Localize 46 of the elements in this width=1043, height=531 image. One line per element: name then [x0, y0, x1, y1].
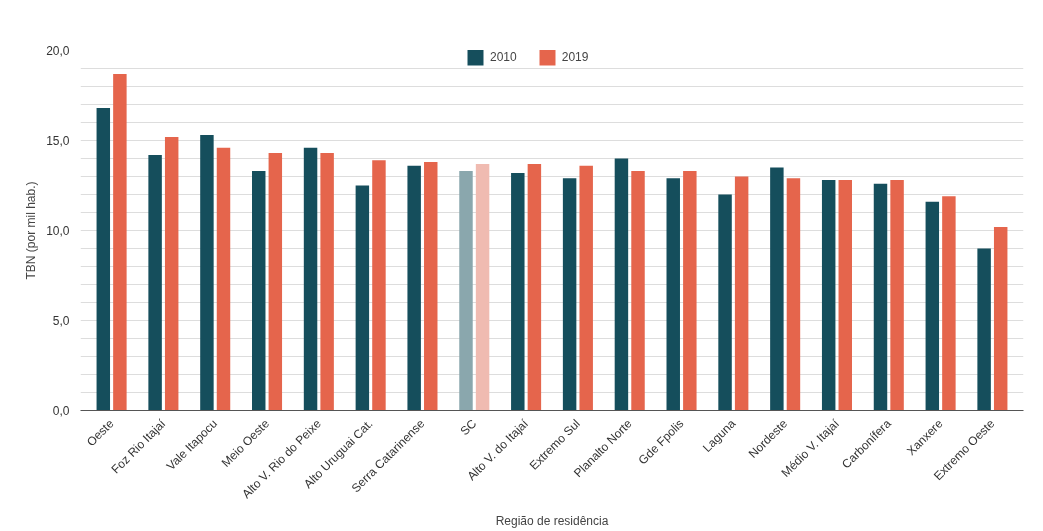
- bar: [873, 183, 888, 411]
- bar: [890, 180, 904, 411]
- bar: [216, 147, 231, 411]
- legend-label: 2019: [561, 50, 589, 64]
- bar: [268, 153, 283, 411]
- bar: [148, 154, 162, 411]
- bar: [925, 201, 940, 411]
- bar: [252, 171, 266, 411]
- bar: [666, 178, 680, 411]
- bar: [475, 163, 490, 411]
- y-tick-label: 10,0: [46, 224, 70, 238]
- y-axis-title: TBN (por mil hab.): [24, 181, 39, 280]
- bar: [579, 165, 593, 411]
- bar: [527, 163, 542, 411]
- bar: [734, 176, 749, 411]
- y-tick-label: 0,0: [52, 404, 70, 418]
- bar: [355, 185, 370, 411]
- bar: [993, 226, 1008, 411]
- x-axis-title: Região de residência: [495, 514, 609, 529]
- bar: [631, 171, 645, 411]
- bar: [614, 158, 629, 411]
- y-tick-label: 5,0: [52, 314, 70, 328]
- y-tick-label: 15,0: [46, 134, 70, 148]
- bar: [200, 135, 214, 411]
- bar: [838, 180, 852, 411]
- bar: [562, 178, 577, 411]
- bar: [459, 171, 473, 411]
- bar: [164, 136, 179, 411]
- bar: [424, 162, 438, 411]
- bar: [786, 178, 801, 411]
- bar: [372, 160, 386, 411]
- bar: [511, 172, 525, 411]
- bar: [303, 147, 318, 411]
- bar: [683, 171, 697, 411]
- y-tick-label: 20,0: [46, 44, 70, 58]
- bar: [718, 194, 732, 411]
- bar: [977, 248, 991, 411]
- bar: [113, 73, 127, 411]
- legend-label: 2010: [490, 50, 517, 64]
- bar: [821, 180, 836, 411]
- bar: [320, 153, 334, 411]
- x-tick-label: SC: [457, 416, 480, 439]
- bar: [770, 167, 784, 411]
- bar: [942, 196, 956, 411]
- bar: [96, 108, 111, 411]
- bar: [407, 165, 421, 411]
